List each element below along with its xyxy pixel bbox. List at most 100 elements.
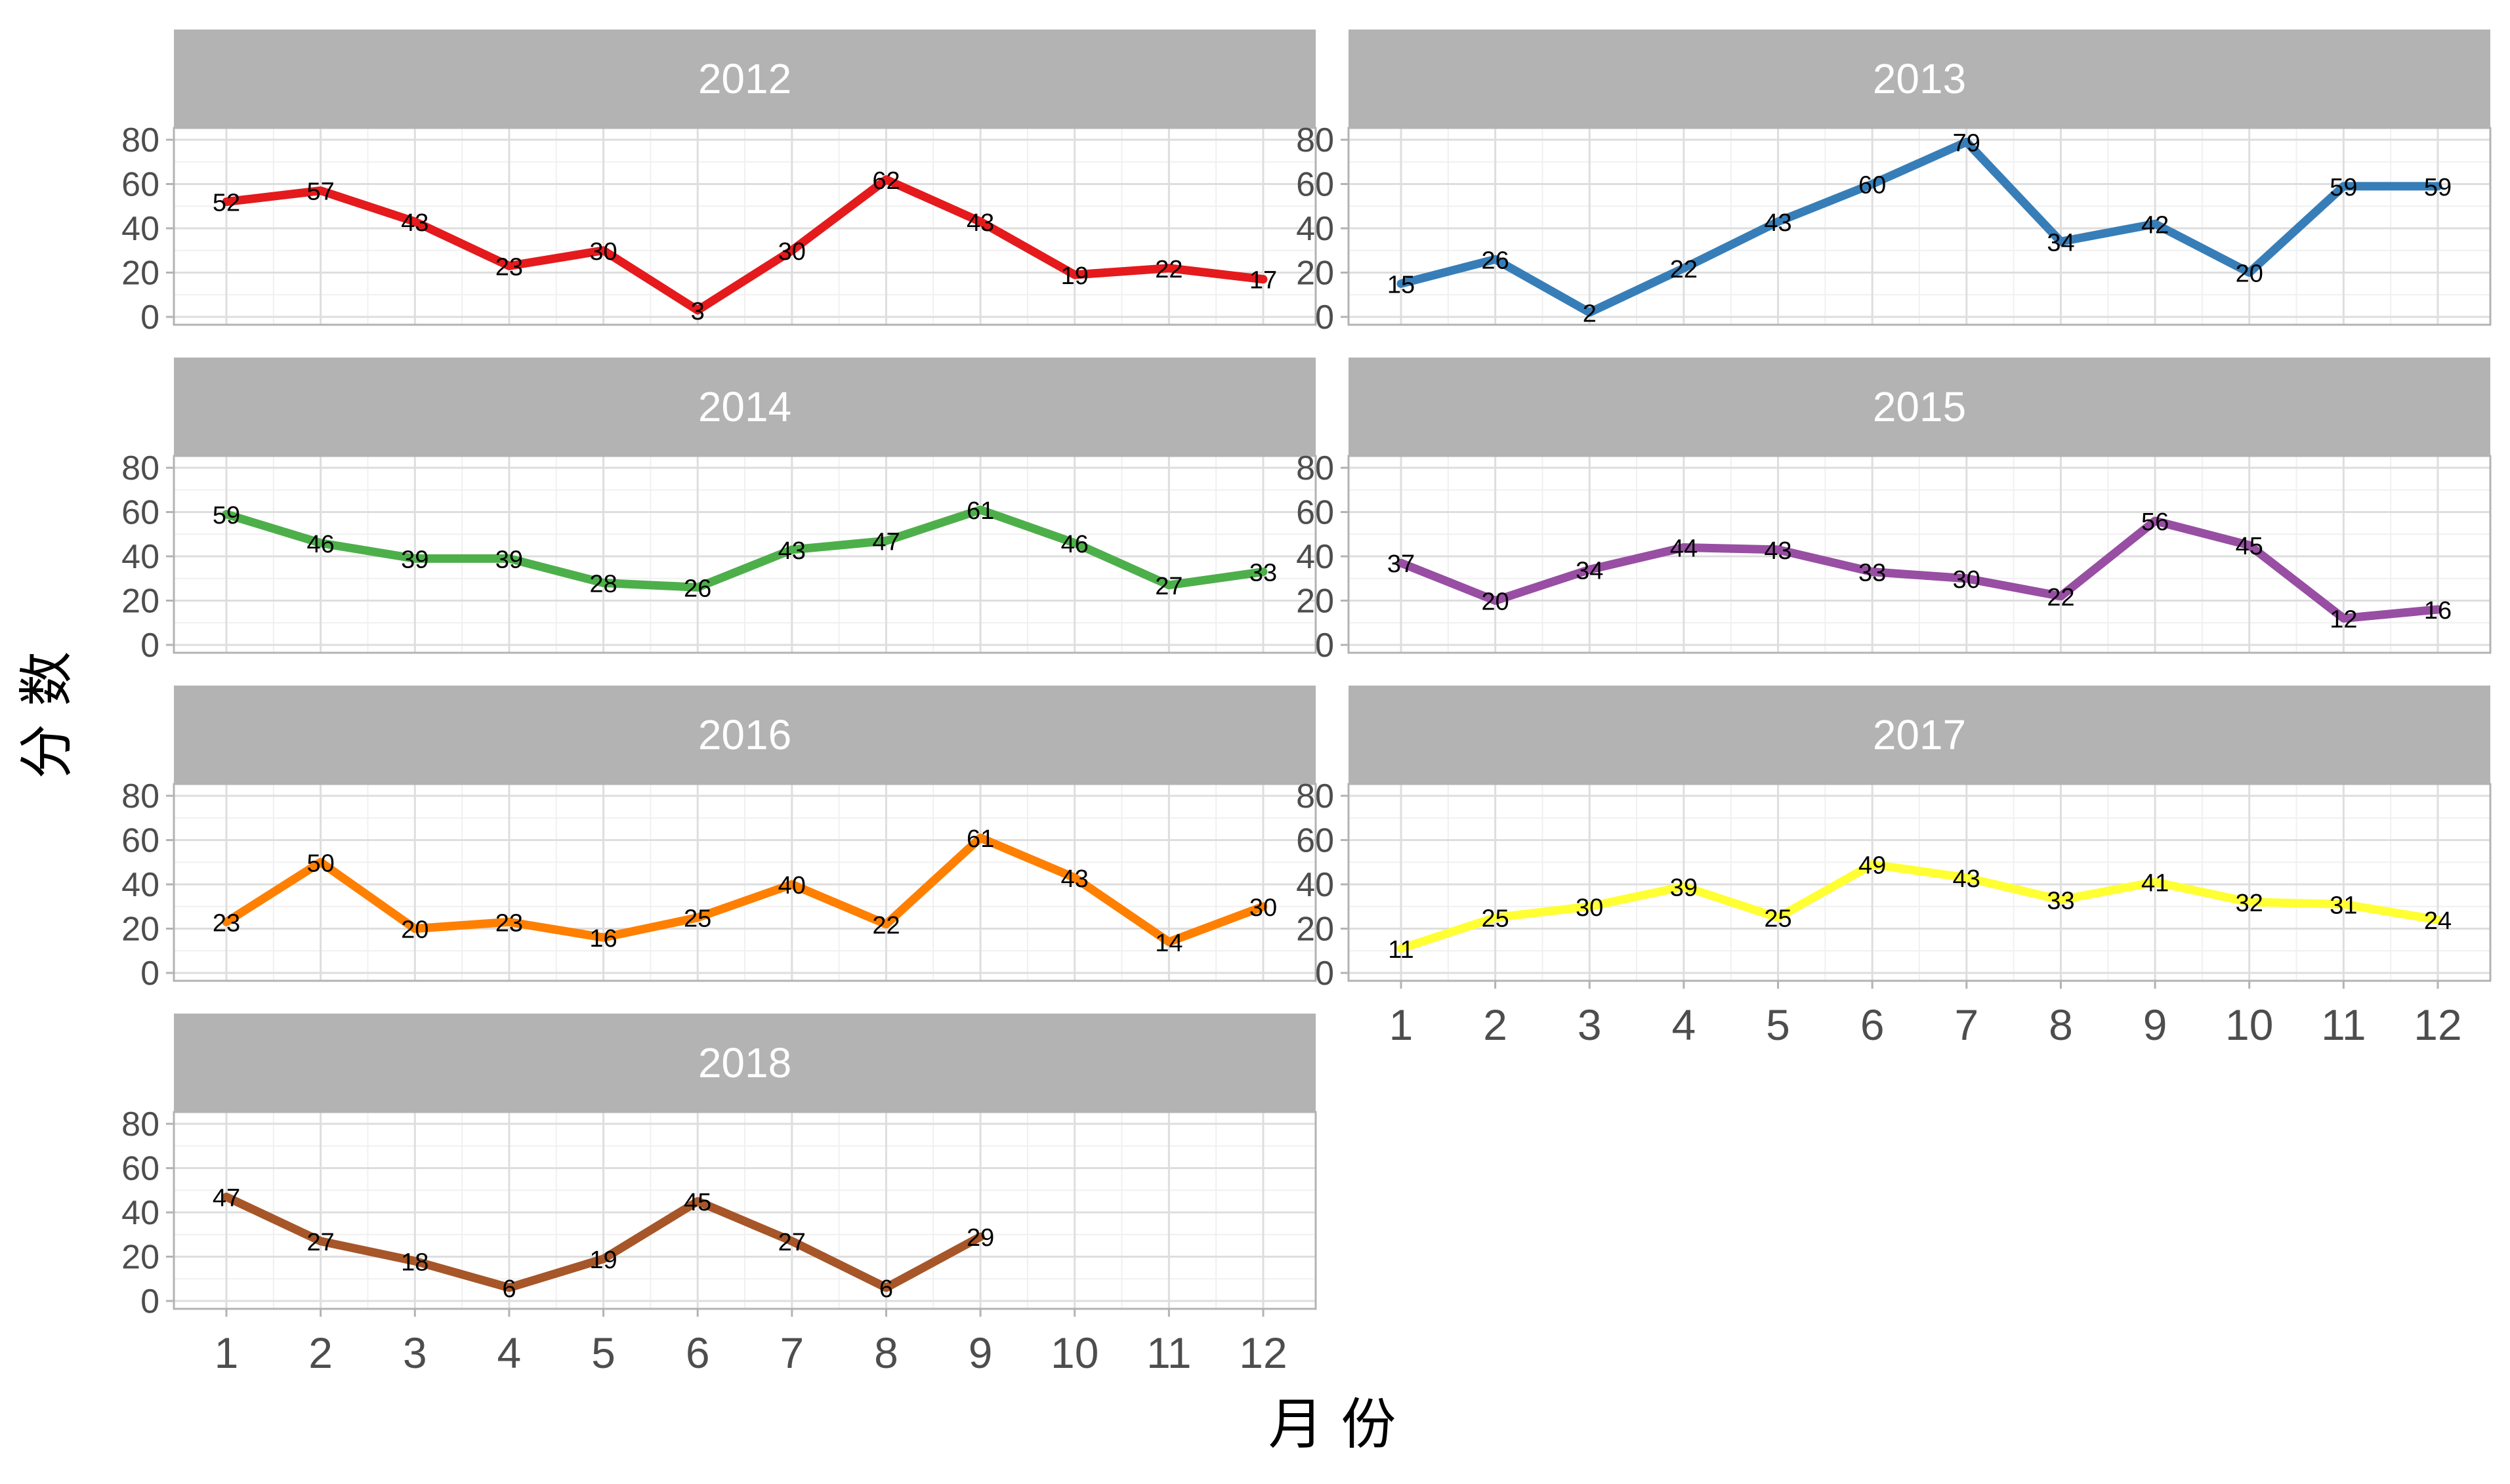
panel-border [173,783,1317,982]
data-label: 47 [213,1184,240,1212]
data-label: 62 [872,167,900,195]
x-tick-label: 10 [1051,1329,1098,1377]
data-label: 25 [1481,905,1509,933]
panel-border [173,455,1317,654]
data-label: 59 [2330,174,2357,201]
y-axis-title: 分 数 [14,651,79,779]
x-tick-label: 11 [1146,1329,1192,1377]
data-label: 30 [778,238,806,266]
data-label: 23 [213,909,240,937]
data-label: 19 [1061,262,1089,290]
y-tick-label: 20 [1296,583,1334,621]
series-line-2016 [222,833,1268,947]
facet-strip [1349,30,2490,128]
series-line-2013 [1396,137,2442,317]
data-label: 33 [1249,560,1277,587]
data-label: 26 [1481,247,1509,274]
data-label: 3 [691,298,705,325]
x-tick-label: 6 [1860,1000,1885,1049]
data-label: 6 [879,1275,893,1303]
data-label: 56 [2141,508,2169,536]
data-label: 19 [589,1247,617,1274]
y-tick-label: 40 [121,1194,159,1232]
y-tick-label: 40 [1296,866,1334,904]
data-label: 30 [1249,894,1277,922]
y-tick-label: 60 [1296,494,1334,532]
data-label: 45 [684,1189,711,1216]
data-label: 22 [872,912,900,939]
data-label: 43 [1953,865,1980,893]
x-axis-title: 月 份 [1268,1392,1396,1456]
series-line-2015 [1396,516,2442,623]
data-label: 43 [967,209,994,237]
data-label: 29 [967,1224,994,1252]
data-label: 27 [1155,573,1182,600]
x-tick-label: 2 [1483,1000,1507,1049]
y-tick-label: 40 [121,866,159,904]
data-label: 16 [2424,597,2452,625]
data-label: 52 [213,190,240,217]
data-label: 15 [1387,271,1415,299]
y-tick-label: 80 [121,449,159,487]
y-tick-label: 60 [121,166,159,204]
data-label: 61 [967,497,994,525]
y-tick-label: 0 [140,627,159,665]
y-tick-label: 0 [140,955,159,993]
y-tick-label: 80 [121,1105,159,1144]
data-label: 34 [2047,229,2074,257]
data-label: 23 [495,253,523,281]
x-tick-label: 4 [497,1329,522,1377]
y-tick-label: 0 [140,299,159,337]
series-line-2017 [1396,860,2442,953]
x-tick-label: 3 [403,1329,427,1377]
data-label: 59 [213,502,240,529]
x-tick-label: 5 [1766,1000,1790,1049]
data-label: 39 [401,546,429,573]
panel-border [1347,455,2492,654]
x-tick-label: 8 [874,1329,898,1377]
data-label: 24 [2424,907,2452,935]
x-tick-label: 5 [591,1329,616,1377]
data-label: 42 [2141,211,2169,239]
y-tick-label: 60 [121,1150,159,1188]
x-tick-label: 2 [308,1329,333,1377]
facet-strip-title: 2014 [698,383,791,430]
data-label: 47 [872,528,900,556]
data-label: 22 [2047,584,2074,611]
y-tick-label: 20 [121,255,159,293]
data-label: 20 [401,917,429,944]
y-tick-label: 80 [121,777,159,815]
data-label: 27 [778,1229,806,1256]
data-label: 34 [1576,557,1603,585]
data-label: 43 [1764,209,1791,237]
y-tick-label: 80 [1296,449,1334,487]
data-label: 33 [2047,888,2074,915]
data-label: 60 [1858,172,1886,199]
facet-strip [1349,358,2490,456]
y-tick-label: 0 [140,1283,159,1321]
facet-strip-title: 2013 [1873,55,1966,102]
x-tick-label: 6 [686,1329,710,1377]
panel-border [1347,783,2492,982]
y-tick-label: 20 [121,583,159,621]
data-label: 11 [1388,936,1413,964]
facet-strip [174,1014,1316,1112]
y-tick-label: 60 [121,822,159,860]
x-tick-label: 7 [780,1329,804,1377]
x-tick-label: 9 [2143,1000,2167,1049]
y-tick-label: 0 [1315,627,1334,665]
y-tick-label: 60 [1296,822,1334,860]
data-label: 22 [1670,256,1698,283]
y-tick-label: 40 [1296,210,1334,248]
data-label: 59 [2424,174,2452,201]
facet-panel-2014: 2014 0 20 40 60 80 59 46 39 39 28 26 43 47 61 46 27 33 [121,358,1317,665]
data-label: 30 [589,238,617,266]
data-label: 79 [1953,129,1980,157]
y-tick-label: 80 [1296,121,1334,159]
data-label: 2 [1583,300,1597,327]
data-label: 16 [589,925,617,953]
data-label: 43 [1061,865,1089,893]
data-label: 49 [1858,852,1886,880]
data-label: 22 [1155,256,1182,283]
